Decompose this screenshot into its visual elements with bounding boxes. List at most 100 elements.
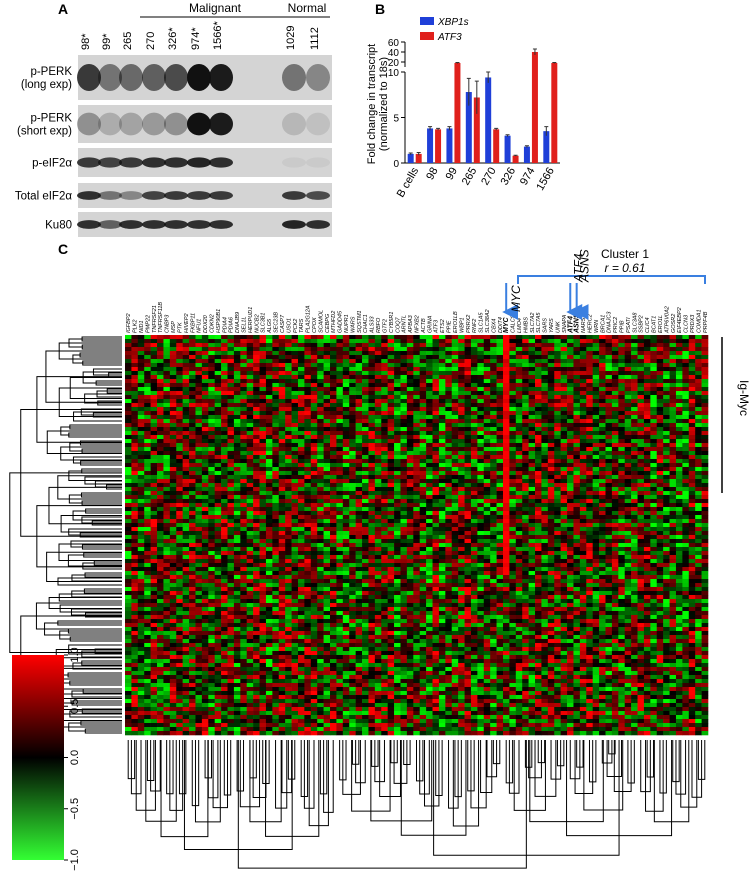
heatmap-cell	[208, 503, 215, 507]
heatmap-cell	[676, 499, 683, 503]
heatmap-cell	[240, 419, 247, 423]
heatmap-cell	[368, 475, 375, 479]
heatmap-cell	[138, 543, 145, 547]
heatmap-cell	[125, 495, 132, 499]
heatmap-cell	[298, 371, 305, 375]
heatmap-cell	[650, 527, 657, 531]
heatmap-cell	[311, 399, 318, 403]
heatmap-cell	[343, 527, 350, 531]
heatmap-cell	[388, 539, 395, 543]
blot-band	[164, 113, 188, 136]
heatmap-cell	[176, 463, 183, 467]
heatmap-cell	[650, 511, 657, 515]
heatmap-cell	[183, 343, 190, 347]
heatmap-cell	[689, 339, 696, 343]
heatmap-cell	[292, 451, 299, 455]
heatmap-cell	[625, 423, 632, 427]
heatmap-cell	[676, 511, 683, 515]
heatmap-cell	[586, 335, 593, 339]
heatmap-cell	[471, 391, 478, 395]
heatmap-cell	[439, 363, 446, 367]
heatmap-cell	[215, 495, 222, 499]
heatmap-cell	[285, 423, 292, 427]
heatmap-cell	[400, 451, 407, 455]
heatmap-cell	[548, 483, 555, 487]
heatmap-cell	[458, 455, 465, 459]
heatmap-cell	[176, 495, 183, 499]
heatmap-cell	[535, 351, 542, 355]
heatmap-cell	[272, 355, 279, 359]
heatmap-cell	[375, 455, 382, 459]
heatmap-cell	[625, 459, 632, 463]
heatmap-cell	[176, 503, 183, 507]
lane-label: 1566*	[212, 21, 224, 50]
heatmap-cell	[644, 359, 651, 363]
heatmap-cell	[458, 495, 465, 499]
heatmap-cell	[484, 419, 491, 423]
heatmap-cell	[702, 399, 709, 403]
gene-label: SQSTM1	[357, 310, 363, 333]
heatmap-cell	[343, 391, 350, 395]
heatmap-cell	[650, 535, 657, 539]
heatmap-cell	[477, 491, 484, 495]
heatmap-cell	[381, 423, 388, 427]
heatmap-cell	[638, 391, 645, 395]
heatmap-cell	[625, 467, 632, 471]
heatmap-cell	[151, 347, 158, 351]
heatmap-cell	[484, 383, 491, 387]
heatmap-cell	[599, 451, 606, 455]
heatmap-cell	[151, 459, 158, 463]
heatmap-cell	[388, 471, 395, 475]
heatmap-cell	[324, 455, 331, 459]
cluster-label: Cluster 1	[601, 247, 649, 261]
heatmap-cell	[426, 343, 433, 347]
heatmap-cell	[272, 391, 279, 395]
heatmap-cell	[503, 339, 510, 343]
heatmap-cell	[599, 515, 606, 519]
heatmap-cell	[253, 435, 260, 439]
heatmap-cell	[503, 487, 510, 491]
heatmap-cell	[458, 387, 465, 391]
heatmap-cell	[682, 379, 689, 383]
heatmap-cell	[125, 531, 132, 535]
heatmap-cell	[151, 403, 158, 407]
heatmap-cell	[638, 415, 645, 419]
heatmap-cell	[657, 363, 664, 367]
heatmap-cell	[541, 479, 548, 483]
heatmap-cell	[420, 479, 427, 483]
heatmap-cell	[477, 531, 484, 535]
heatmap-cell	[599, 519, 606, 523]
heatmap-cell	[612, 387, 619, 391]
heatmap-cell	[676, 431, 683, 435]
heatmap-cell	[266, 543, 273, 547]
heatmap-cell	[343, 467, 350, 471]
heatmap-cell	[413, 403, 420, 407]
heatmap-cell	[170, 459, 177, 463]
heatmap-cell	[497, 463, 504, 467]
heatmap-cell	[125, 463, 132, 467]
heatmap-cell	[170, 367, 177, 371]
heatmap-cell	[240, 367, 247, 371]
heatmap-cell	[413, 459, 420, 463]
heatmap-cell	[586, 447, 593, 451]
heatmap-cell	[343, 399, 350, 403]
heatmap-cell	[260, 443, 267, 447]
heatmap-cell	[163, 459, 170, 463]
heatmap-cell	[420, 451, 427, 455]
heatmap-cell	[433, 435, 440, 439]
heatmap-cell	[125, 527, 132, 531]
gene-label: CYB5R1	[389, 312, 395, 333]
heatmap-cell	[445, 363, 452, 367]
heatmap-cell	[247, 515, 254, 519]
heatmap-cell	[465, 375, 472, 379]
heatmap-cell	[298, 511, 305, 515]
heatmap-cell	[670, 335, 677, 339]
heatmap-cell	[509, 515, 516, 519]
heatmap-cell	[157, 467, 164, 471]
heatmap-cell	[490, 495, 497, 499]
heatmap-cell	[144, 439, 151, 443]
heatmap-cell	[471, 383, 478, 387]
heatmap-cell	[541, 539, 548, 543]
heatmap-cell	[465, 531, 472, 535]
heatmap-cell	[612, 395, 619, 399]
